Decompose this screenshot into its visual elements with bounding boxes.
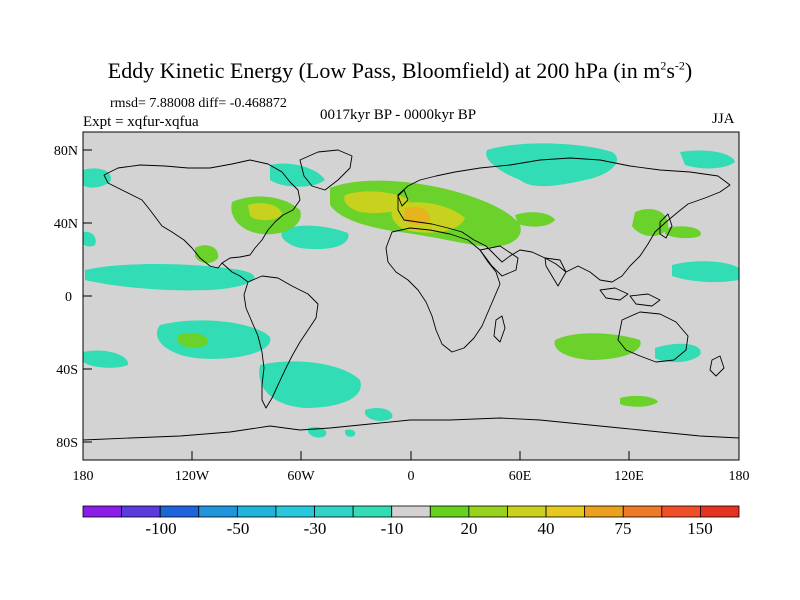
landmass-arabia [479, 245, 519, 277]
lat-label: 80S [56, 436, 78, 451]
colorbar-box [661, 505, 701, 518]
contour-teal [83, 168, 111, 188]
longitude-labels: 180 120W 60W 0 60E 120E 180 [73, 469, 750, 484]
map-background [83, 132, 739, 460]
landmass-indonesia [629, 293, 661, 307]
contour-green [665, 226, 701, 239]
colorbar-box [429, 505, 470, 518]
contour-teal [672, 261, 739, 283]
colorbar-box [121, 505, 161, 518]
continent-south-america [243, 275, 319, 409]
colorbar-label: 150 [687, 519, 713, 538]
contour-teal [281, 225, 349, 250]
lat-label: 0 [65, 290, 72, 305]
contour-teal [486, 143, 618, 187]
map-plot-area: 80N 40N 0 40S 80S 180 120W 60W 0 60E 120… [54, 131, 750, 484]
continent-eurasia [397, 157, 731, 283]
colorbar-box [236, 505, 277, 518]
colorbar-box [82, 505, 122, 518]
colorbar-labels: -100 -50 -30 -10 20 40 75 150 [145, 519, 712, 538]
contour-teal [83, 350, 129, 368]
continent-north-america [103, 159, 301, 269]
lat-label: 40N [54, 217, 78, 232]
landmass-greenland [299, 149, 353, 191]
landmass-japan [659, 213, 673, 239]
contour-teal [680, 150, 735, 169]
colorbar: -100 -50 -30 -10 20 40 75 150 [82, 505, 740, 538]
colorbar-box [159, 505, 200, 518]
colorbar-box [468, 505, 508, 518]
lon-label: 120E [614, 469, 644, 484]
continent-africa [385, 227, 501, 353]
colorbar-box [198, 505, 238, 518]
colorbar-label: -50 [227, 519, 250, 538]
contour-teal [308, 427, 327, 438]
colorbar-box [314, 505, 354, 518]
contour-green [554, 333, 641, 360]
colorbar-boxes [82, 505, 740, 518]
colorbar-box [622, 505, 663, 518]
continent-antarctica [83, 417, 739, 441]
colorbar-label: 75 [615, 519, 632, 538]
period-label: 0017kyr BP - 0000kyr BP [320, 107, 477, 123]
lon-label: 120W [175, 469, 210, 484]
colorbar-box [700, 505, 740, 518]
contour-green [515, 212, 555, 227]
continent-australia [617, 311, 689, 363]
colorbar-box [584, 505, 624, 518]
contour-teal [345, 429, 356, 437]
contour-green [178, 332, 209, 348]
lon-label: 180 [73, 469, 94, 484]
contour-teal [365, 407, 393, 421]
landmass-british-isles [397, 189, 409, 207]
season-label: JJA [712, 111, 735, 127]
contour-teal [655, 343, 701, 363]
colorbar-label: -30 [304, 519, 327, 538]
contour-green [620, 395, 658, 407]
lon-label: 60W [287, 469, 315, 484]
colorbar-label: -100 [145, 519, 176, 538]
stats-text: rmsd= 7.88008 diff= -0.468872 [110, 96, 287, 111]
landmass-indonesia [599, 287, 629, 301]
axis-ticks [82, 149, 740, 460]
colorbar-box [507, 505, 547, 518]
contour-teal [83, 231, 96, 247]
colorbar-box [391, 505, 431, 518]
lon-label: 60E [509, 469, 532, 484]
contour-teal [85, 264, 255, 291]
colorbar-label: 40 [538, 519, 555, 538]
experiment-label: Expt = xqfur-xqfua [83, 114, 199, 130]
colorbar-box [352, 505, 393, 518]
latitude-labels: 80N 40N 0 40S 80S [54, 144, 78, 451]
contour-teal [259, 361, 361, 408]
colorbar-label: 20 [461, 519, 478, 538]
lon-label: 180 [729, 469, 750, 484]
lat-label: 80N [54, 144, 78, 159]
contour-yellow-green [248, 203, 282, 221]
lat-label: 40S [56, 363, 78, 378]
colorbar-box [275, 505, 315, 518]
contour-teal [270, 163, 325, 187]
continent-central-america [221, 262, 249, 283]
map-title: Eddy Kinetic Energy (Low Pass, Bloomfiel… [107, 58, 693, 83]
contour-teal [156, 320, 271, 359]
colorbar-box [545, 505, 586, 518]
landmass-india [544, 257, 567, 287]
anomaly-contours [83, 143, 739, 441]
colorbar-label: -10 [381, 519, 404, 538]
lon-label: 0 [408, 469, 415, 484]
contour-green [632, 208, 669, 237]
landmass-new-zealand [709, 355, 725, 377]
landmass-madagascar [493, 315, 506, 343]
